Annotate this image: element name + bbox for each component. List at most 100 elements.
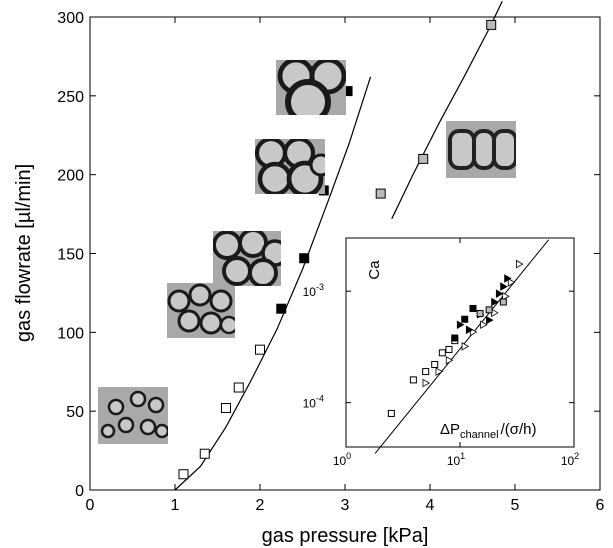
bubble xyxy=(107,399,124,416)
inset-x-tick-label: 100 xyxy=(333,451,351,468)
main-x-tick-label: 1 xyxy=(171,497,180,514)
bubble xyxy=(154,424,168,439)
inset-data-point xyxy=(422,368,430,376)
bubble xyxy=(139,419,156,436)
inset-data-point xyxy=(461,342,470,351)
inset-data-point xyxy=(495,289,504,298)
bubble xyxy=(309,153,325,177)
bubble xyxy=(222,255,253,286)
main-data-point xyxy=(299,253,310,264)
inset-data-point xyxy=(409,376,417,384)
inset-data-point xyxy=(445,355,454,365)
main-y-tick-label: 50 xyxy=(66,404,84,421)
bubble-photo xyxy=(213,230,282,286)
inset-data-point xyxy=(504,274,512,283)
inset-x-axis-label-rest: /(σ/h) xyxy=(501,421,537,438)
inset-y-tick-label: 10-4 xyxy=(303,394,324,411)
inset-data-point xyxy=(438,349,446,357)
main-chart: 0 1 2 3 4 5 6 0 50 100 150 200 250 300 gas pressure [… xyxy=(13,0,605,547)
bubble-photo xyxy=(446,120,516,178)
bubble-photo-graphic xyxy=(166,282,235,338)
inset-x-axis-label-main: ΔP xyxy=(440,421,460,438)
inset-data-point xyxy=(500,282,508,291)
inset-data-point xyxy=(387,409,395,417)
bubble-photo xyxy=(276,60,346,116)
inset-data-point xyxy=(435,367,444,376)
inset-data-point xyxy=(461,315,469,323)
bubble xyxy=(248,257,279,286)
bubble xyxy=(188,283,211,307)
inset-x-tick-label: 102 xyxy=(561,451,579,468)
inset-x-axis-label-sub: channel xyxy=(460,429,499,441)
inset-data-point xyxy=(456,320,465,330)
inset-axis-ticks: 100 101 102 10-4 10-3 xyxy=(303,238,579,468)
bubble xyxy=(177,309,200,333)
main-data-point xyxy=(233,382,244,393)
bubble xyxy=(213,230,243,260)
inset-plot-area xyxy=(345,237,575,448)
main-y-tick-label: 0 xyxy=(75,483,84,500)
inset-x-tick-label: 101 xyxy=(447,451,465,468)
main-y-axis-label: gas flowrate [µl/min] xyxy=(13,164,35,342)
bubble xyxy=(129,391,146,408)
inset-data-point xyxy=(486,315,494,325)
inset-chart: 100 101 102 10-4 10-3 Ca ΔPchannel/(σ/h) xyxy=(303,237,579,468)
inset-data-point xyxy=(476,310,484,318)
inset-data-point xyxy=(422,378,431,388)
main-data-point xyxy=(255,344,265,355)
inset-y-axis-label: Ca xyxy=(366,260,383,280)
main-y-tick-label: 300 xyxy=(57,10,84,27)
inset-data-point xyxy=(431,360,439,368)
inset-data-point xyxy=(485,306,493,314)
inset-x-axis-label: ΔPchannel/(σ/h) xyxy=(440,421,537,441)
main-x-tick-label: 3 xyxy=(341,497,350,514)
inset-y-tick-label: 10-3 xyxy=(303,282,324,299)
bubble-photo xyxy=(254,139,325,195)
inset-data-point xyxy=(480,320,488,330)
main-data-point xyxy=(221,403,231,414)
bubble xyxy=(100,424,115,439)
bubble-photo-graphic xyxy=(213,230,282,286)
bubble xyxy=(448,128,476,170)
inset-data-point xyxy=(491,297,499,307)
bubble xyxy=(117,417,134,434)
bubble-photo-graphic xyxy=(254,139,325,195)
main-x-tick-label: 2 xyxy=(256,497,265,514)
main-data-point xyxy=(486,19,497,30)
inset-data-point xyxy=(516,259,524,269)
main-x-tick-label: 6 xyxy=(596,497,605,514)
inset-data-points xyxy=(387,259,524,417)
inset-data-point xyxy=(507,278,516,287)
inset-data-point xyxy=(499,298,507,306)
bubble-photo xyxy=(97,387,168,445)
main-x-axis-label: gas pressure [kPa] xyxy=(262,525,429,547)
main-data-point xyxy=(178,469,189,480)
inset-data-point xyxy=(502,291,510,301)
bubble xyxy=(257,162,292,195)
main-y-tick-label: 250 xyxy=(57,89,84,106)
bubble xyxy=(285,79,331,116)
inset-data-point xyxy=(465,325,474,335)
main-data-point xyxy=(199,448,210,459)
bubble-photo-graphic xyxy=(276,60,346,116)
main-data-points xyxy=(178,19,497,480)
bubble-photo-graphic xyxy=(97,387,168,445)
main-x-tick-label: 5 xyxy=(511,497,520,514)
bubble xyxy=(472,128,496,170)
inset-data-point xyxy=(451,334,459,342)
inset-data-point xyxy=(445,345,453,353)
bubble-photo xyxy=(166,282,235,338)
bubble xyxy=(492,128,516,170)
main-y-tick-label: 100 xyxy=(57,325,84,342)
main-y-tick-label: 150 xyxy=(57,247,84,264)
main-x-tick-label: 0 xyxy=(86,497,95,514)
main-y-tick-label: 200 xyxy=(57,168,84,185)
main-data-point xyxy=(375,188,386,199)
bubble xyxy=(199,311,222,335)
main-x-tick-label: 4 xyxy=(426,497,435,514)
main-axis-ticks: 0 1 2 3 4 5 6 0 50 100 150 200 250 300 xyxy=(57,10,604,514)
bubble xyxy=(219,315,235,334)
bubble-photo-graphic xyxy=(446,120,516,178)
bubble xyxy=(147,397,164,414)
